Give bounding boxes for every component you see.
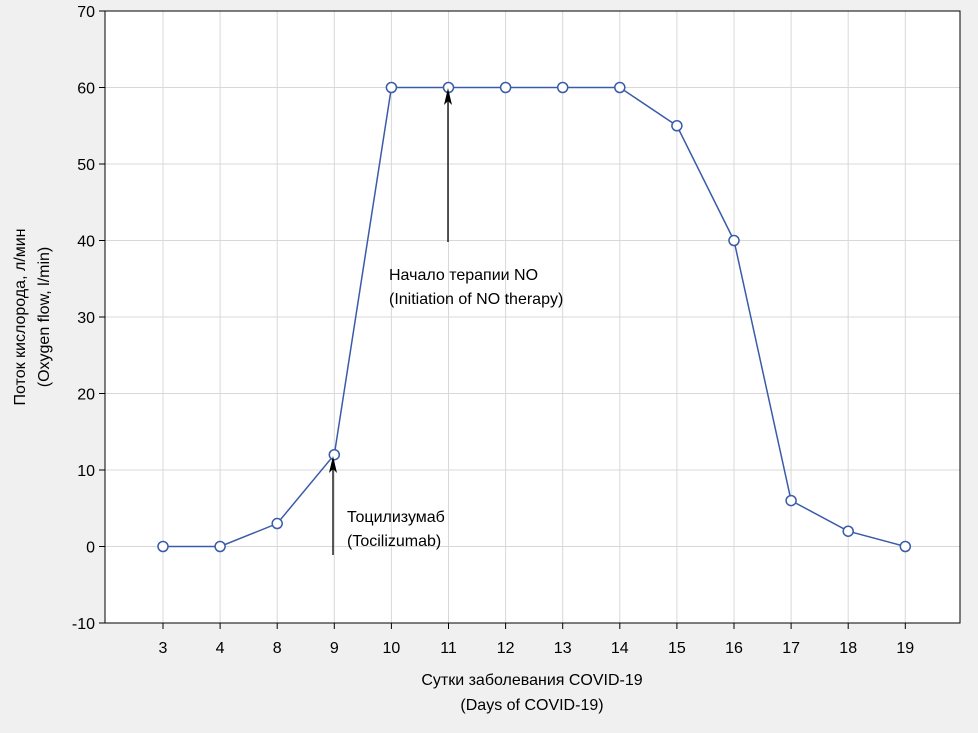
data-point: [385, 81, 398, 94]
data-point: [157, 540, 169, 553]
x-tick-label: 4: [216, 640, 225, 657]
y-tick-label: 10: [77, 463, 95, 480]
data-point: [785, 494, 797, 507]
data-point: [499, 81, 512, 94]
data-point: [842, 525, 854, 537]
annotation-text-tocilizumab-1: Тоцилизумаб: [347, 509, 445, 526]
x-axis-title-line-2: (Days of COVID-19): [460, 697, 603, 714]
x-tick-label: 16: [725, 640, 743, 657]
annotation-text-tocilizumab-2: (Tocilizumab): [347, 533, 441, 550]
annotation-text-no-therapy-2: (Initiation of NO therapy): [389, 291, 563, 308]
series-line: [163, 86, 906, 548]
x-tick-label: 3: [159, 640, 168, 657]
x-tick-label: 18: [839, 640, 857, 657]
y-axis-title-line-2: (Oxygen flow, l/min): [36, 247, 53, 387]
data-point: [271, 517, 283, 530]
annotation-arrowhead-tocilizumab: [329, 456, 337, 473]
x-tick-label: 10: [383, 640, 401, 657]
y-axis: -10 0 10 20 30 40 50 60 70: [72, 4, 105, 633]
data-point: [214, 540, 226, 553]
x-tick-label: 12: [497, 640, 515, 657]
y-tick-label: 30: [77, 310, 95, 327]
x-tick-label: 9: [330, 640, 339, 657]
annotations: Тоцилизумаб (Tocilizumab) Начало терапии…: [329, 88, 563, 555]
data-point: [328, 448, 341, 461]
data-point: [614, 81, 626, 94]
data-point: [899, 540, 912, 553]
y-tick-label: -10: [72, 616, 95, 633]
x-axis-title-line-1: Сутки заболевания COVID-19: [421, 672, 642, 689]
y-tick-label: 20: [77, 387, 95, 404]
y-tick-label: 60: [77, 81, 95, 98]
y-tick-label: 70: [77, 4, 95, 21]
annotation-no-therapy: Начало терапии NO (Initiation of NO ther…: [389, 88, 563, 308]
data-point: [556, 81, 569, 94]
y-axis-title-line-1: Поток кислорода, л/мин: [12, 228, 29, 405]
y-tick-label: 0: [86, 540, 95, 557]
x-tick-label: 13: [554, 640, 572, 657]
x-tick-label: 11: [440, 640, 457, 657]
annotation-text-no-therapy-1: Начало терапии NO: [389, 267, 538, 284]
x-tick-label: 17: [782, 640, 800, 657]
y-tick-label: 50: [77, 157, 95, 174]
x-tick-label: 14: [611, 640, 629, 657]
x-axis: 3 4 8 9 10 11 12 13 14 15 16 17 18 19: [159, 623, 914, 657]
annotation-arrowhead-no-therapy: [444, 88, 452, 105]
series: [157, 81, 912, 553]
data-point: [671, 120, 683, 132]
data-point: [728, 234, 740, 247]
annotation-tocilizumab: Тоцилизумаб (Tocilizumab): [329, 456, 445, 555]
y-tick-label: 40: [77, 234, 95, 251]
x-tick-label: 19: [896, 640, 914, 657]
x-tick-label: 15: [668, 640, 686, 657]
x-tick-label: 8: [273, 640, 282, 657]
